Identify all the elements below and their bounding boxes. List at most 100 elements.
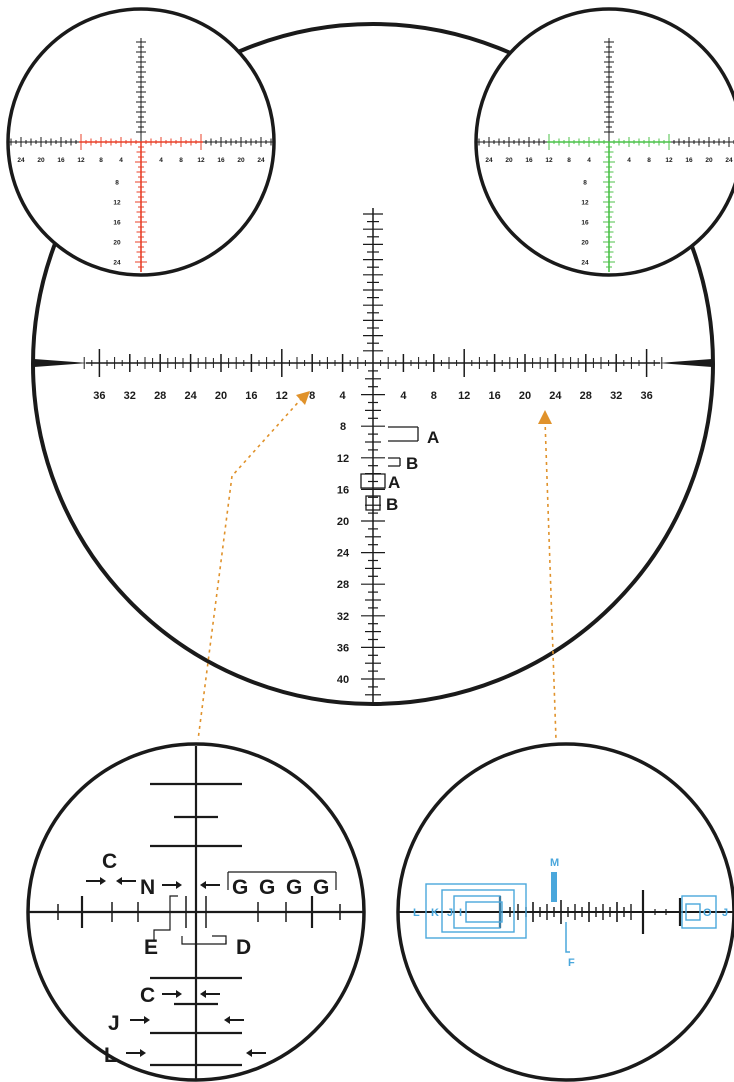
inset-v-label: 8 xyxy=(583,180,587,187)
inset-h-label: 20 xyxy=(505,157,513,164)
label-o: O xyxy=(703,907,712,919)
inset-v-label: 24 xyxy=(113,260,121,267)
callout-b-2: B xyxy=(386,495,398,514)
main-v-label: 32 xyxy=(337,611,349,623)
leader-arrowhead-left xyxy=(296,391,310,405)
left-post xyxy=(34,359,88,367)
label-g-2: G xyxy=(259,876,275,899)
main-h-label: 8 xyxy=(309,390,315,402)
main-v-label: 8 xyxy=(340,421,346,433)
main-h-label: 16 xyxy=(245,390,257,402)
right-post xyxy=(658,359,712,367)
main-v-label: 40 xyxy=(337,674,349,686)
inset-h-label: 20 xyxy=(37,157,45,164)
main-h-label: 28 xyxy=(580,390,592,402)
inset-h-label: 16 xyxy=(685,157,693,164)
inset-h-label: 4 xyxy=(587,157,591,164)
inset-h-label: 24 xyxy=(257,157,265,164)
main-h-label: 8 xyxy=(431,390,437,402)
main-horizontal-labels: 36 32 28 24 20 16 12 8 4 4 8 12 16 20 24 28 32 36 xyxy=(93,390,652,402)
main-h-label: 28 xyxy=(154,390,166,402)
inset-h-label: 16 xyxy=(57,157,65,164)
main-v-label: 12 xyxy=(337,453,349,465)
inset-h-label: 24 xyxy=(485,157,493,164)
inset-h-label: 12 xyxy=(197,157,205,164)
callout-a-1: A xyxy=(427,428,439,447)
inset-h-label: 20 xyxy=(237,157,245,164)
main-h-label: 16 xyxy=(488,390,500,402)
main-v-label: 28 xyxy=(337,579,349,591)
inset-v-label: 20 xyxy=(113,240,121,247)
inset-v-label: 8 xyxy=(115,180,119,187)
blue-callout-boxes xyxy=(425,883,717,939)
main-h-label: 32 xyxy=(124,390,136,402)
inset-v-label: 24 xyxy=(581,260,589,267)
label-j-right: J xyxy=(722,907,728,919)
inset-v-label: 12 xyxy=(581,200,589,207)
main-h-label: 36 xyxy=(93,390,105,402)
label-m: M xyxy=(550,857,559,869)
inset-green-reticle: 24 20 16 12 8 4 4 8 12 16 20 24 8 12 16 20 24 xyxy=(474,7,734,277)
detail-left: C N G G G G E D C J L xyxy=(26,742,366,1082)
inset-v-label: 16 xyxy=(113,220,121,227)
inset-h-label: 24 xyxy=(725,157,733,164)
inset-h-label: 16 xyxy=(525,157,533,164)
inset-v-label: 16 xyxy=(581,220,589,227)
label-j: J xyxy=(108,1012,120,1035)
label-n: N xyxy=(140,876,155,899)
inset-h-label: 12 xyxy=(545,157,553,164)
label-j-inner: J xyxy=(447,907,453,919)
inset-h-label: 4 xyxy=(159,157,163,164)
inset-red-reticle: 24 20 16 12 8 4 4 8 12 16 20 24 8 12 16 20 24 xyxy=(6,7,276,277)
label-e: E xyxy=(144,936,158,959)
inset-v-label: 20 xyxy=(581,240,589,247)
main-v-label: 20 xyxy=(337,516,349,528)
main-h-label: 24 xyxy=(184,390,197,402)
label-l: L xyxy=(104,1044,117,1067)
main-ticks xyxy=(83,213,663,696)
label-g-4: G xyxy=(313,876,329,899)
main-v-label: 36 xyxy=(337,642,349,654)
callout-b-1: B xyxy=(406,454,418,473)
inset-h-label: 8 xyxy=(99,157,103,164)
label-c-top: C xyxy=(102,850,117,873)
leader-lines xyxy=(197,397,557,741)
main-h-label: 4 xyxy=(340,390,347,402)
label-f: F xyxy=(568,957,575,969)
inset-h-label: 12 xyxy=(665,157,673,164)
main-h-label: 24 xyxy=(549,390,562,402)
leader-arrowhead-right xyxy=(538,410,552,424)
inset-h-label: 24 xyxy=(17,157,25,164)
main-h-label: 4 xyxy=(400,390,407,402)
main-h-label: 36 xyxy=(640,390,652,402)
inset-h-label: 20 xyxy=(705,157,713,164)
main-vertical-labels: 8 12 16 20 24 28 32 36 40 xyxy=(337,421,350,686)
main-v-label: 16 xyxy=(337,484,349,496)
main-v-label: 24 xyxy=(337,548,350,560)
label-l-right: L xyxy=(413,907,420,919)
f-bracket xyxy=(565,922,570,953)
inset-v-label: 12 xyxy=(113,200,121,207)
main-h-label: 20 xyxy=(519,390,531,402)
main-h-label: 20 xyxy=(215,390,227,402)
inset-h-label: 8 xyxy=(179,157,183,164)
inset-h-label: 4 xyxy=(627,157,631,164)
label-d: D xyxy=(236,936,251,959)
main-h-label: 12 xyxy=(276,390,288,402)
dimension-arrows xyxy=(86,877,266,1057)
inset-h-label: 8 xyxy=(647,157,651,164)
inset-h-label: 8 xyxy=(567,157,571,164)
inset-h-label: 4 xyxy=(119,157,123,164)
main-h-label: 12 xyxy=(458,390,470,402)
ranging-callouts xyxy=(360,426,419,511)
inset-h-label: 16 xyxy=(217,157,225,164)
label-g-3: G xyxy=(286,876,302,899)
label-c-bottom: C xyxy=(140,984,155,1007)
inset-h-label: 12 xyxy=(77,157,85,164)
m-marker xyxy=(551,872,557,902)
label-i: I xyxy=(459,907,462,919)
label-k: K xyxy=(431,907,439,919)
main-h-label: 32 xyxy=(610,390,622,402)
callout-a-2: A xyxy=(388,473,400,492)
